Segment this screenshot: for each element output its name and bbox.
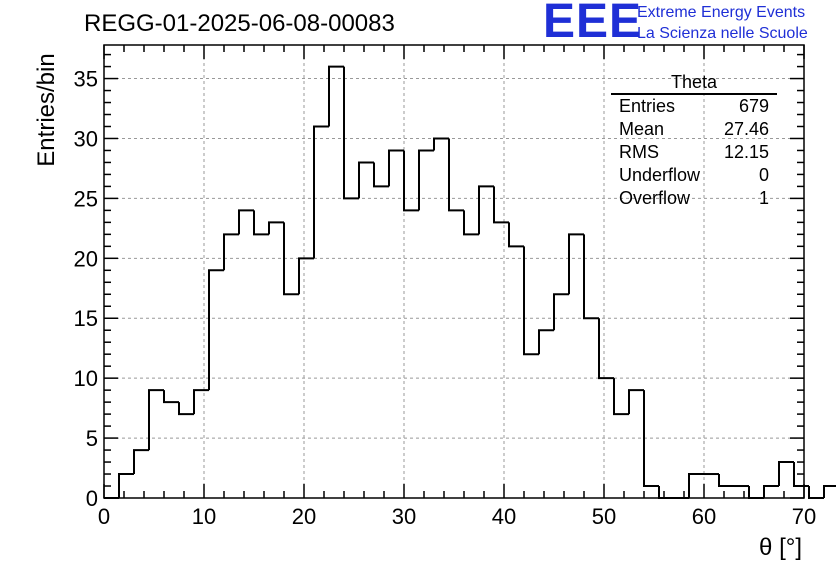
stats-value: 12.15 [723, 142, 769, 162]
histogram-bin [808, 486, 824, 499]
histogram-bin [628, 389, 644, 415]
histogram-bin [208, 269, 224, 391]
histogram-bin [373, 162, 389, 188]
histogram-bin [223, 233, 239, 271]
histogram-bin [343, 66, 359, 200]
histogram-bin [388, 149, 404, 187]
y-tick-label: 20 [74, 246, 98, 271]
histogram-bin [493, 186, 509, 224]
x-tick-label: 10 [192, 504, 216, 529]
histogram-bin [238, 209, 254, 235]
eee-logo: EEE [543, 0, 643, 48]
histogram-bin [268, 221, 284, 235]
stats-row-underflow: Underflow 0 [611, 164, 777, 187]
x-tick-label: 70 [792, 504, 816, 529]
histogram-bin [193, 389, 209, 415]
histogram-bin [358, 161, 374, 199]
x-tick-label: 20 [292, 504, 316, 529]
histogram-bin [163, 390, 179, 404]
histogram-bin [613, 378, 629, 416]
histogram-bin [418, 149, 434, 211]
histogram-bin [463, 210, 479, 236]
histogram-bin [643, 390, 659, 488]
stats-label: RMS [619, 142, 659, 162]
stats-box: Theta Entries 679 Mean 27.46 RMS 12.15 U… [611, 72, 777, 210]
histogram-bin [658, 486, 674, 499]
grid-lines [104, 45, 804, 498]
y-tick-label: 25 [74, 186, 98, 211]
stats-row-mean: Mean 27.46 [611, 118, 777, 141]
stats-row-rms: RMS 12.15 [611, 141, 777, 164]
histogram-bin [523, 246, 539, 356]
y-axis-label: Entries/bin [33, 53, 60, 167]
histogram-bin [478, 185, 494, 235]
histogram-bin [688, 473, 704, 498]
stats-label: Overflow [619, 188, 691, 208]
histogram-bin [283, 222, 299, 296]
histogram-bin [253, 210, 269, 236]
stats-row-entries: Entries 679 [611, 95, 777, 118]
histogram-bin [583, 234, 599, 320]
histogram-bin [148, 389, 164, 451]
stats-row-overflow: Overflow 1 [611, 187, 777, 210]
x-tick-label: 50 [592, 504, 616, 529]
plot-frame [103, 44, 805, 499]
stats-title: Theta [611, 72, 777, 95]
histogram-bin [448, 138, 464, 212]
y-tick-label: 30 [74, 126, 98, 151]
histogram-bars [104, 65, 836, 499]
stats-value: 27.46 [723, 119, 769, 139]
histogram-bin [328, 65, 344, 127]
histogram-bin [748, 486, 764, 499]
histogram-bin [433, 137, 449, 151]
y-tick-label: 5 [86, 426, 98, 451]
histogram-bin [553, 293, 569, 331]
stats-label: Mean [619, 119, 665, 139]
y-tick-label: 15 [74, 306, 98, 331]
stats-value: 679 [738, 96, 769, 116]
x-tick-label: 30 [392, 504, 416, 529]
histogram-bin [178, 402, 194, 416]
histogram-bin [823, 485, 836, 498]
histogram-bin [763, 485, 779, 498]
histogram-bin [118, 473, 134, 498]
stats-value: 0 [758, 165, 769, 185]
logo-line-1: Extreme Energy Events [637, 4, 806, 21]
histogram-bin [313, 125, 329, 259]
histogram-bin [298, 257, 314, 295]
y-tick-label: 0 [86, 486, 98, 511]
histogram-bin [568, 233, 584, 295]
stats-value: 1 [758, 188, 769, 208]
histogram-bin [598, 318, 614, 380]
x-tick-label: 60 [692, 504, 716, 529]
stats-label: Underflow [619, 165, 701, 185]
logo-line-2: La Scienza nelle Scuole [637, 25, 808, 42]
y-tick-label: 10 [74, 366, 98, 391]
histogram-bin [133, 449, 149, 475]
chart-title: REGG-01-2025-06-08-00083 [84, 10, 395, 37]
stats-label: Entries [619, 96, 676, 116]
x-axis-label: θ [°] [759, 534, 802, 561]
histogram-bin [538, 329, 554, 355]
y-tick-label: 35 [74, 67, 98, 92]
histogram-bin [718, 474, 734, 488]
histogram-bin [403, 150, 419, 212]
x-tick-label: 40 [492, 504, 516, 529]
axis-ticks [103, 45, 805, 499]
histogram-bin [778, 461, 794, 487]
x-tick-label: 0 [98, 504, 110, 529]
histogram-bin [508, 222, 524, 248]
